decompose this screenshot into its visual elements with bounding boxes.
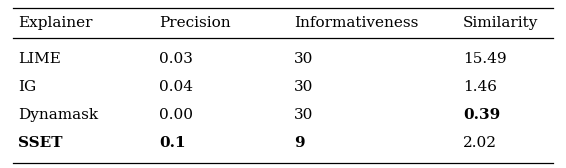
Text: 30: 30 <box>294 52 314 66</box>
Text: 1.46: 1.46 <box>463 80 498 94</box>
Text: 9: 9 <box>294 136 305 151</box>
Text: 0.03: 0.03 <box>159 52 193 66</box>
Text: Explainer: Explainer <box>18 16 93 30</box>
Text: Informativeness: Informativeness <box>294 16 419 30</box>
Text: 0.04: 0.04 <box>159 80 193 94</box>
Text: 0.00: 0.00 <box>159 108 193 122</box>
Text: Dynamask: Dynamask <box>18 108 98 122</box>
Text: 30: 30 <box>294 80 314 94</box>
Text: 2.02: 2.02 <box>463 136 498 151</box>
Text: 30: 30 <box>294 108 314 122</box>
Text: Precision: Precision <box>159 16 231 30</box>
Text: 15.49: 15.49 <box>463 52 507 66</box>
Text: 0.1: 0.1 <box>159 136 186 151</box>
Text: IG: IG <box>18 80 37 94</box>
Text: 0.39: 0.39 <box>463 108 500 122</box>
Text: LIME: LIME <box>18 52 61 66</box>
Text: Similarity: Similarity <box>463 16 539 30</box>
Text: SSET: SSET <box>18 136 63 151</box>
